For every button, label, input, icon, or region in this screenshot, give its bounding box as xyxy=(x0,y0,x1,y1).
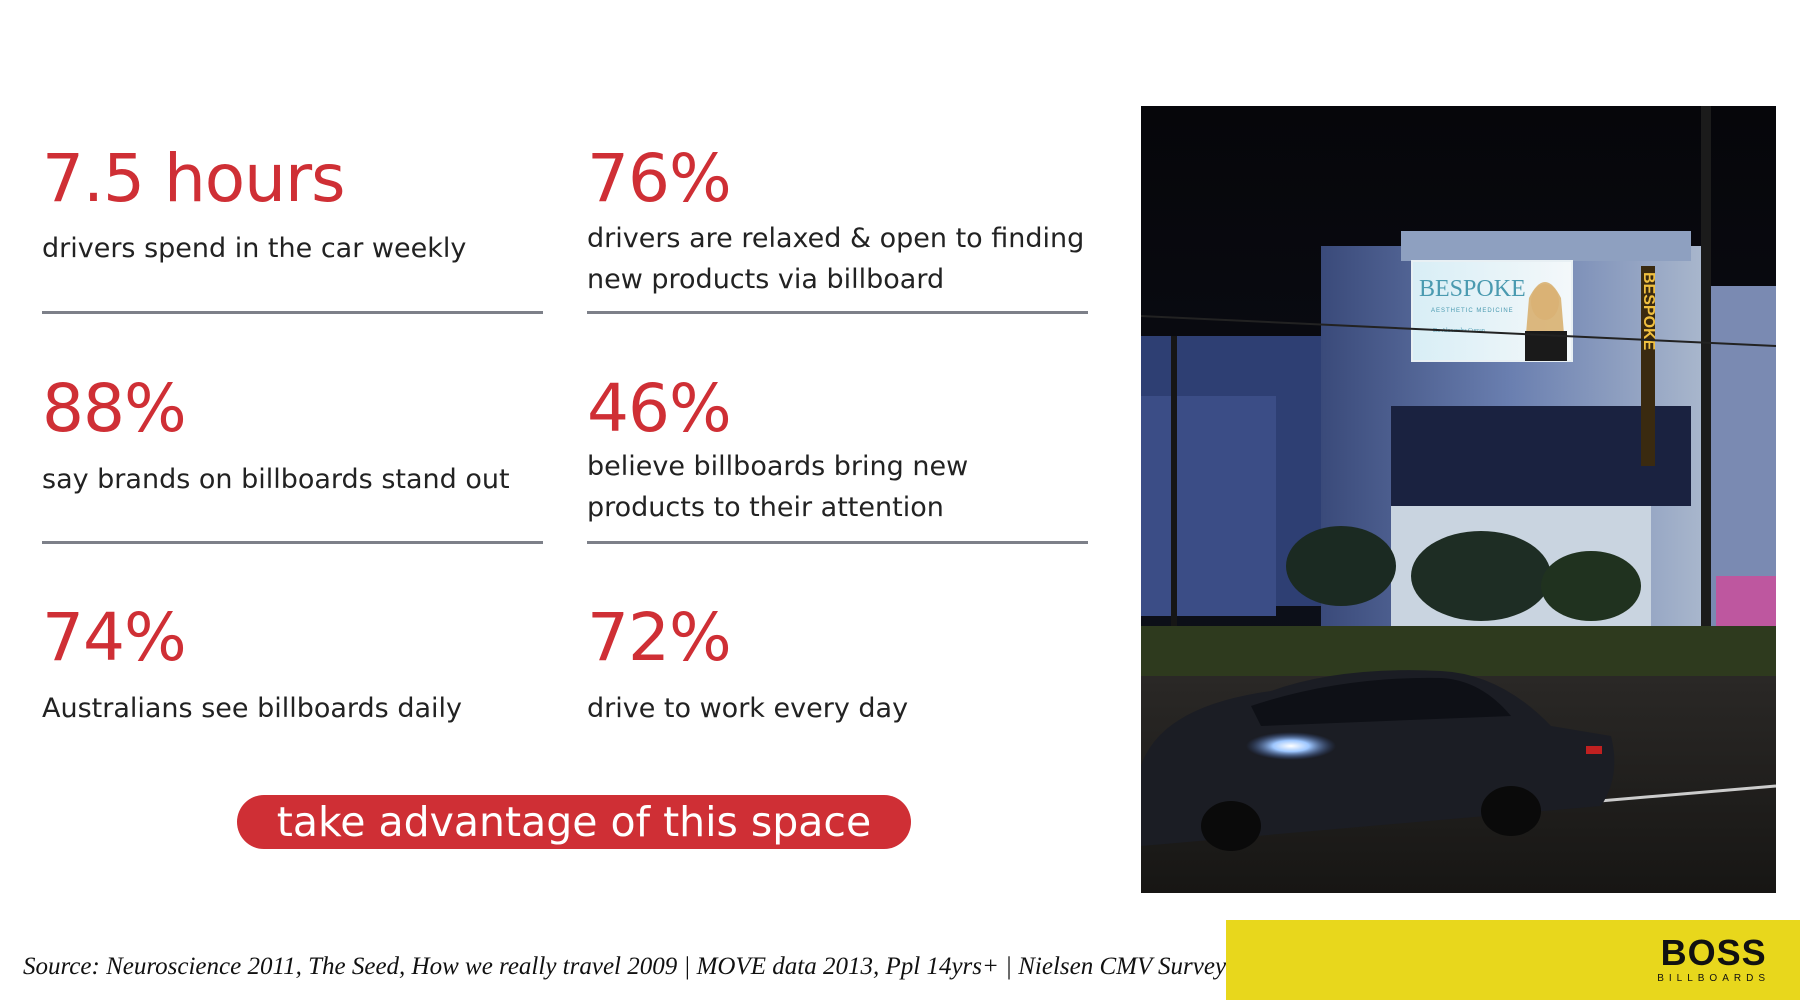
source-citation: Source: Neuroscience 2011, The Seed, How… xyxy=(23,953,1308,980)
stat-see-daily: 74% Australians see billboards daily xyxy=(42,605,542,735)
stat-divider xyxy=(42,541,543,544)
logo-word: BOSS xyxy=(1660,932,1767,973)
vertical-sign xyxy=(1641,266,1655,466)
stat-description: drive to work every day xyxy=(587,693,909,724)
stat-description: drivers spend in the car weekly xyxy=(42,233,467,264)
stat-divider xyxy=(42,311,543,314)
stat-value: 88% xyxy=(42,370,187,447)
stat-value: 7.5 hours xyxy=(42,140,346,217)
cta-button[interactable]: take advantage of this space xyxy=(237,795,911,849)
billboard-photo: BESPOKE AESTHETIC MEDICINE Dr. Alexandra… xyxy=(1141,106,1776,893)
street-pole xyxy=(1171,336,1177,666)
car-headlight xyxy=(1246,732,1336,760)
car-wheel-rear xyxy=(1481,786,1541,836)
car-window xyxy=(1251,677,1511,726)
billboard-subtitle: AESTHETIC MEDICINE xyxy=(1431,308,1514,314)
stat-value: 46% xyxy=(587,370,732,447)
car-wheel-front xyxy=(1201,801,1261,851)
building-left-wall xyxy=(1141,396,1276,616)
car-taillight xyxy=(1586,746,1602,754)
boss-billboards-logo[interactable]: BOSS BILLBOARDS xyxy=(1657,932,1770,985)
stat-value: 72% xyxy=(587,599,732,676)
power-line xyxy=(1141,315,1776,347)
stat-drive-to-work: 72% drive to work every day xyxy=(587,605,1087,735)
stat-new-products: 46% believe billboards bring new product… xyxy=(587,376,1107,536)
stat-drivers-relaxed: 76% drivers are relaxed & open to findin… xyxy=(587,146,1107,296)
utility-pole xyxy=(1701,106,1711,666)
stat-description: say brands on billboards stand out xyxy=(42,464,510,495)
palm-tree-1 xyxy=(1286,526,1396,606)
brand-bar: BOSS BILLBOARDS xyxy=(1226,920,1800,1000)
palm-tree-3 xyxy=(1541,551,1641,621)
stat-value: 74% xyxy=(42,599,187,676)
stat-value: 76% xyxy=(587,140,732,217)
pink-sign xyxy=(1716,576,1776,626)
stat-brands-stand-out: 88% say brands on billboards stand out xyxy=(42,376,542,536)
palm-tree-2 xyxy=(1411,531,1551,621)
vertical-sign-text: BESPOKE xyxy=(1640,272,1657,351)
stat-description: drivers are relaxed & open to finding ne… xyxy=(587,223,1085,295)
building-top xyxy=(1401,231,1691,261)
stat-description: believe billboards bring new products to… xyxy=(587,451,969,523)
billboard-title: BESPOKE xyxy=(1419,276,1526,302)
stat-divider xyxy=(587,541,1088,544)
billboard-portrait-hair xyxy=(1525,282,1565,346)
stat-description: Australians see billboards daily xyxy=(42,693,462,724)
logo-subtitle: BILLBOARDS xyxy=(1657,973,1770,984)
stat-drive-hours: 7.5 hours drivers spend in the car weekl… xyxy=(42,146,542,276)
stat-divider xyxy=(587,311,1088,314)
